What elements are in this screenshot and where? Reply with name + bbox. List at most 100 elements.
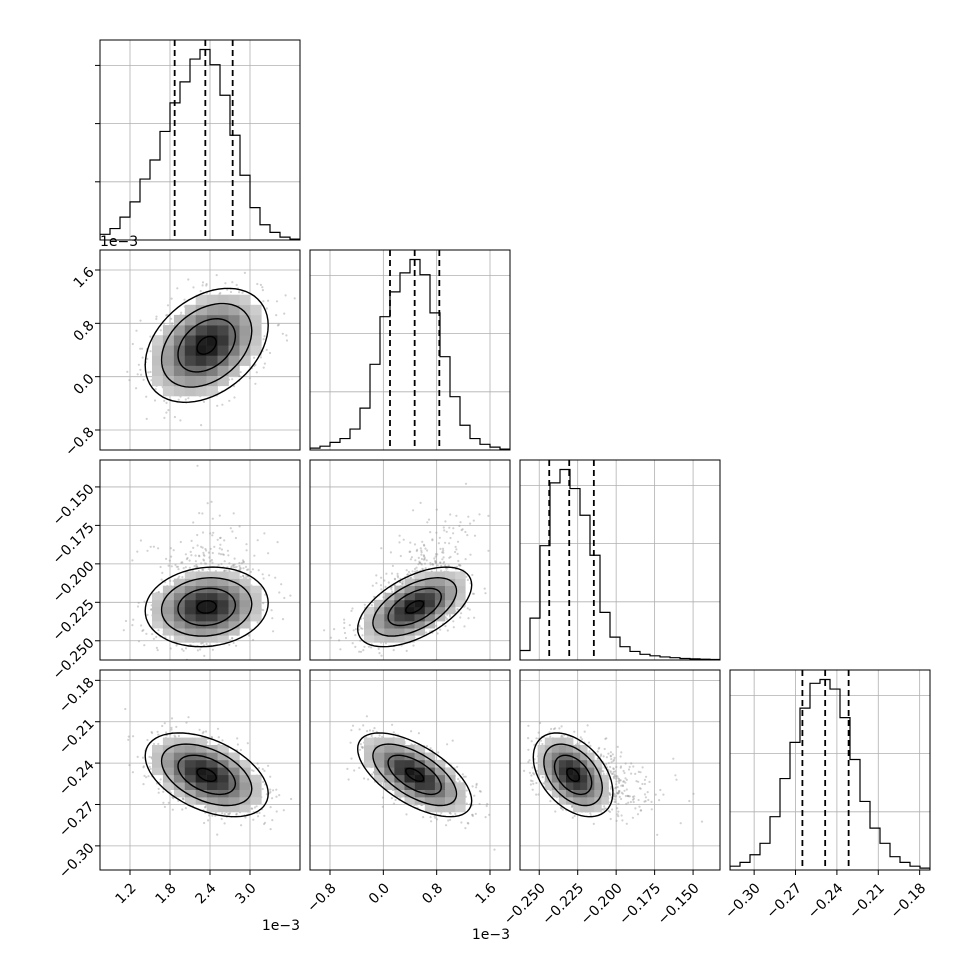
density-cell: [434, 759, 446, 768]
scatter-point: [475, 783, 478, 787]
scatter-point: [176, 565, 180, 568]
density-cell: [434, 614, 446, 622]
scatter-point: [136, 605, 140, 608]
density-cell: [217, 599, 229, 608]
density-cell: [544, 782, 553, 790]
scatter-point: [675, 778, 678, 781]
scatter-point: [417, 732, 420, 735]
scatter-point: [615, 765, 618, 769]
scatter-point: [218, 552, 221, 555]
density-cell: [239, 355, 251, 366]
scatter-point: [469, 553, 472, 556]
scatter-point: [452, 527, 455, 530]
scatter-point: [612, 775, 615, 779]
density-cell: [445, 592, 456, 601]
scatter-point: [256, 282, 259, 286]
scatter-point: [177, 398, 180, 401]
x-tick-label: −0.24: [805, 880, 847, 922]
density-cell: [152, 355, 164, 366]
scatter-point: [418, 561, 421, 565]
scatter-point: [163, 322, 166, 325]
density-cell: [544, 759, 553, 768]
scatter-point: [620, 751, 623, 754]
density-cell: [239, 614, 251, 622]
contours: [356, 732, 473, 818]
density-cell: [544, 752, 553, 761]
scatter-point: [624, 781, 627, 784]
density-cell: [152, 752, 164, 761]
scatter-point: [531, 788, 534, 791]
scatter-point: [452, 532, 455, 535]
scatter-point: [420, 661, 422, 663]
scatter-point: [605, 756, 609, 759]
scatter-point: [223, 822, 226, 825]
scatter-point: [247, 568, 250, 571]
scatter-point: [596, 757, 599, 760]
scatter-point: [269, 828, 272, 831]
scatter-point: [456, 608, 459, 611]
scatter-point: [268, 792, 271, 795]
scatter-point: [147, 371, 150, 374]
scatter-point: [618, 795, 621, 799]
scatter-point: [261, 768, 264, 771]
density-cell: [455, 789, 466, 798]
density-cell: [250, 335, 262, 346]
scatter-point: [216, 538, 219, 541]
scatter-point: [617, 790, 621, 793]
scatter-point: [275, 314, 278, 317]
scatter-point: [186, 556, 189, 560]
scatter-point: [122, 629, 125, 632]
scatter-point: [434, 553, 438, 556]
density-cell: [394, 635, 405, 643]
scatter-point: [262, 602, 265, 605]
scatter-point: [454, 545, 457, 549]
scatter-point: [255, 805, 258, 808]
scatter-point: [159, 329, 162, 332]
scatter-point: [452, 626, 455, 629]
density-cell: [195, 745, 207, 753]
y-tick-label: −0.21: [56, 716, 98, 758]
density-cell: [228, 614, 240, 622]
scatter-point: [187, 716, 190, 719]
density-cell: [566, 789, 574, 798]
scatter-point: [554, 727, 557, 730]
scatter-point: [211, 648, 214, 651]
contour-2: [543, 743, 604, 807]
density-cell: [594, 789, 602, 798]
scatter-point: [441, 551, 444, 554]
pair-frame: [309, 669, 511, 871]
density-cell: [184, 628, 196, 636]
scatter-point: [230, 566, 233, 569]
scatter-point: [390, 797, 393, 800]
density-cell: [404, 606, 415, 615]
scatter-point: [554, 810, 557, 813]
scatter-point: [634, 772, 637, 776]
density-cell: [184, 782, 196, 790]
scatter-point: [621, 819, 624, 822]
scatter-point: [128, 764, 131, 767]
scatter-point: [358, 728, 361, 731]
scatter-point: [449, 818, 452, 822]
density-cell: [184, 635, 196, 643]
contour-0: [196, 767, 217, 782]
scatter-point: [246, 568, 249, 572]
scatter-point: [549, 735, 552, 738]
scatter-point: [278, 794, 281, 797]
y-axis-ticks: −0.80.00.81.6−0.250−0.225−0.200−0.175−0.…: [50, 64, 100, 882]
scatter-point: [205, 642, 208, 646]
scatter-point: [358, 650, 361, 653]
scatter-point: [573, 814, 576, 818]
scatter-point: [243, 271, 246, 274]
x-tick-label: −0.225: [539, 880, 587, 928]
scatter-point: [436, 632, 439, 635]
density-cell: [162, 345, 175, 356]
scatter-point: [265, 348, 268, 351]
scatter-point: [618, 781, 621, 785]
scatter-point: [599, 754, 603, 757]
scatter-point: [624, 794, 628, 798]
scatter-point: [150, 608, 153, 611]
scatter-point: [418, 562, 421, 565]
scatter-point: [192, 546, 195, 550]
density-cell: [228, 592, 240, 601]
density-cell: [394, 774, 405, 783]
